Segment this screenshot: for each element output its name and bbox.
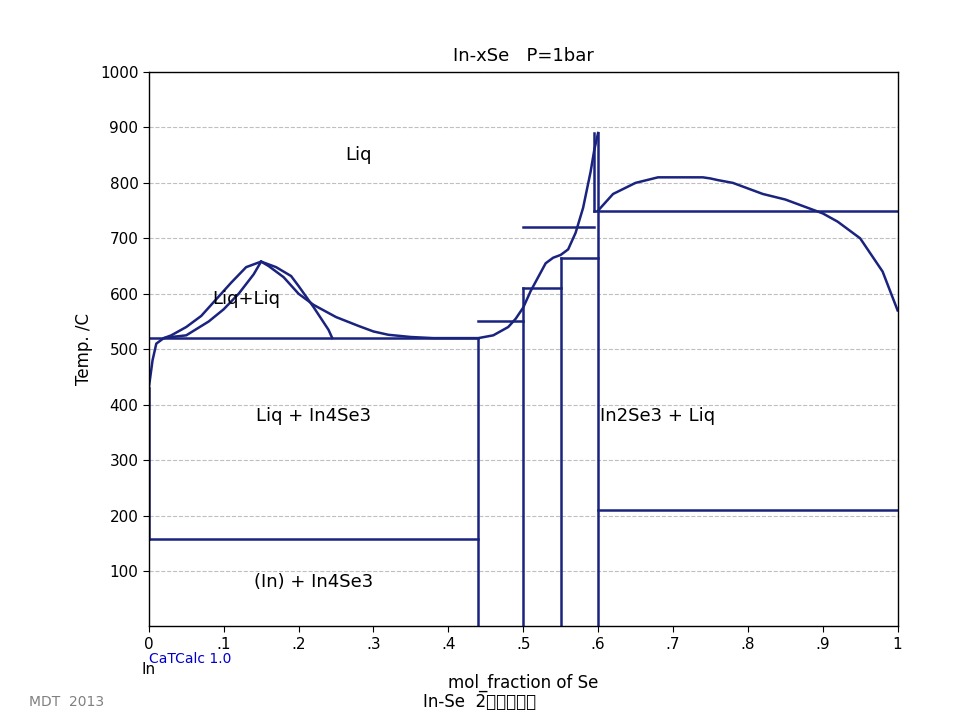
Text: CaTCalc 1.0: CaTCalc 1.0 bbox=[149, 652, 231, 666]
Y-axis label: Temp. /C: Temp. /C bbox=[75, 313, 93, 385]
Text: In2Se3 + Liq: In2Se3 + Liq bbox=[600, 407, 715, 425]
Text: (In) + In4Se3: (In) + In4Se3 bbox=[253, 573, 373, 591]
Title: In-xSe   P=1bar: In-xSe P=1bar bbox=[453, 47, 593, 65]
Text: mol_fraction of Se: mol_fraction of Se bbox=[448, 673, 598, 692]
Text: In-Se  2元系状態図: In-Se 2元系状態図 bbox=[423, 693, 537, 711]
Text: Liq + In4Se3: Liq + In4Se3 bbox=[256, 407, 372, 425]
Text: Liq+Liq: Liq+Liq bbox=[212, 290, 280, 308]
Text: Liq: Liq bbox=[346, 146, 372, 164]
Text: In: In bbox=[142, 662, 156, 677]
Text: MDT  2013: MDT 2013 bbox=[29, 695, 104, 709]
